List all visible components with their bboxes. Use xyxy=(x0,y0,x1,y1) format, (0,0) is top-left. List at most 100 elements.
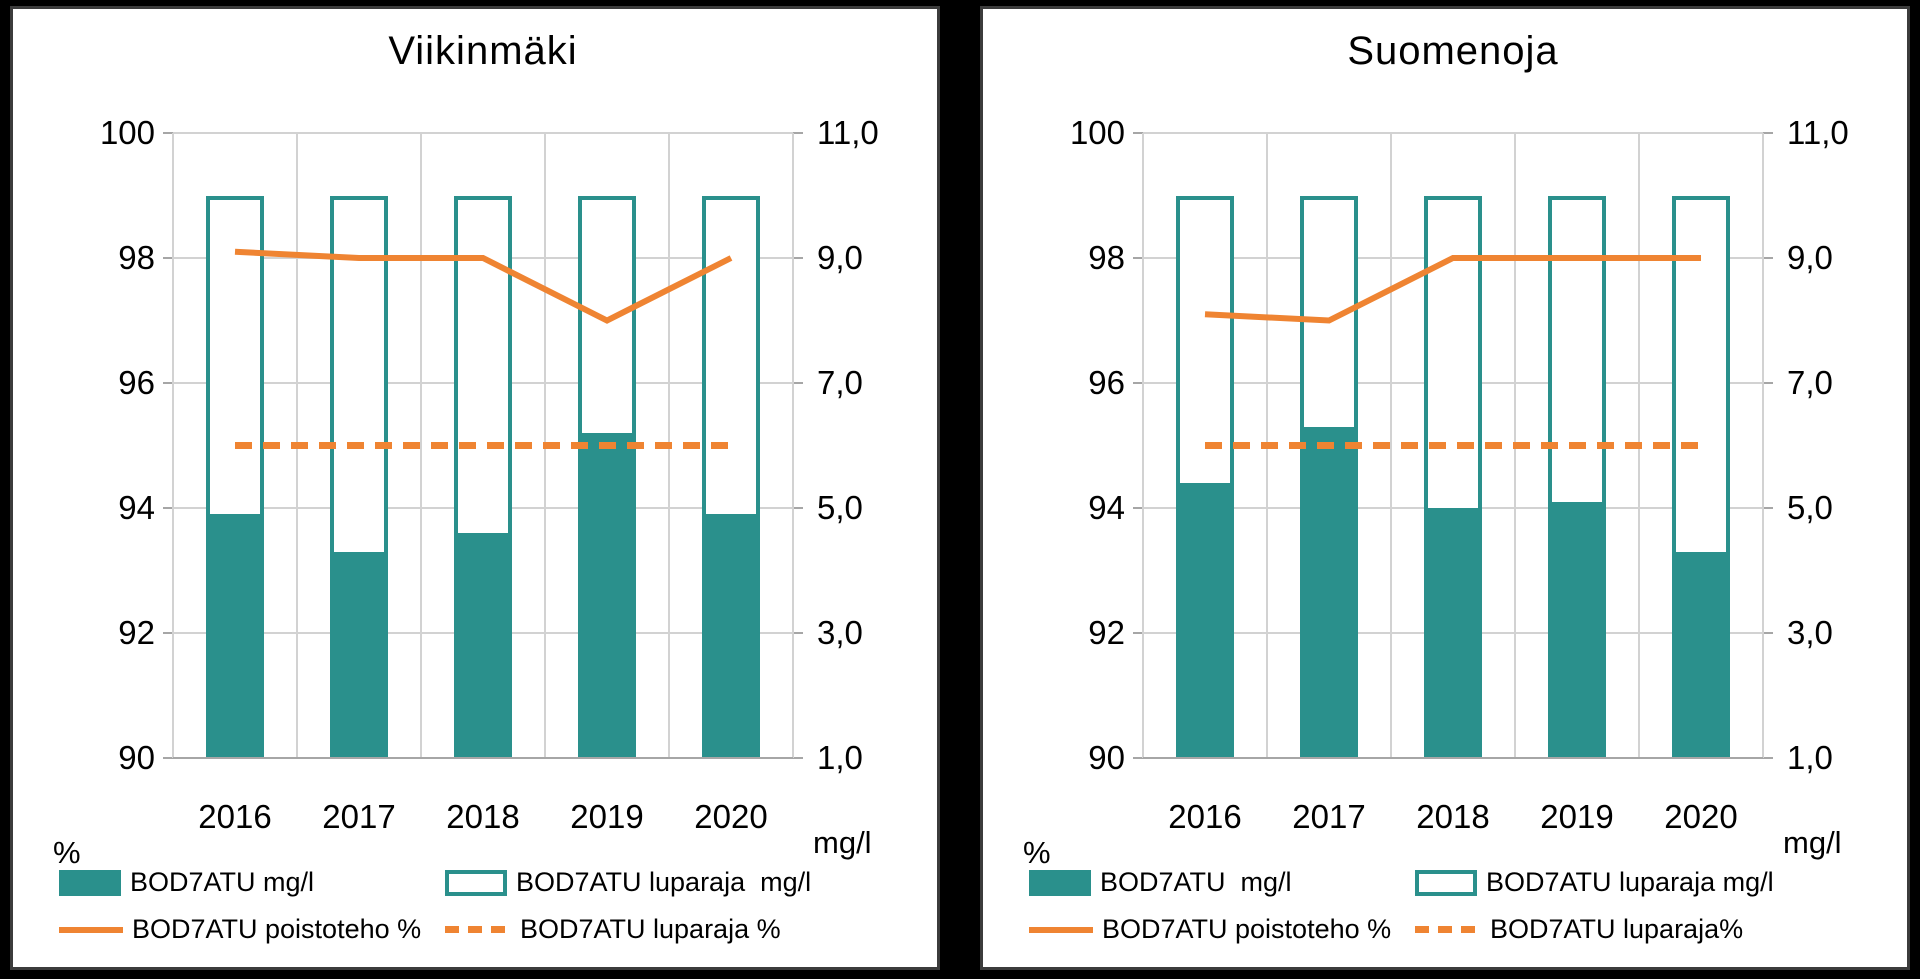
axis-tick xyxy=(793,382,803,384)
x-axis-label: 2018 xyxy=(1416,798,1490,835)
axis-tick xyxy=(1763,132,1773,134)
legend-swatch-bar-outline xyxy=(1415,869,1477,896)
line-series-layer xyxy=(1204,255,1701,449)
x-axis-line xyxy=(1143,757,1763,759)
bar-bod7atu-2019 xyxy=(578,433,636,758)
left-axis-tick-label: 90 xyxy=(1088,739,1125,776)
right-axis-tick-label: 9,0 xyxy=(1787,239,1833,276)
left-axis-tick-label: 92 xyxy=(118,614,155,651)
gridline-vertical xyxy=(1762,133,1764,758)
axis-tick xyxy=(163,132,173,134)
legend-item: BOD7ATU poistoteho % xyxy=(1029,914,1407,945)
gridline-vertical xyxy=(420,133,422,758)
left-axis-tick-label: 90 xyxy=(118,739,155,776)
axis-tick xyxy=(163,257,173,259)
right-axis-tick-label: 1,0 xyxy=(817,739,863,776)
right-axis-tick-label: 3,0 xyxy=(1787,614,1833,651)
bar-bod7atu-2016 xyxy=(1176,483,1234,758)
legend-label: BOD7ATU mg/l xyxy=(1100,867,1292,897)
legend-swatch-line-solid xyxy=(59,926,123,933)
legend-item: BOD7ATU luparaja mg/l xyxy=(1415,867,1895,898)
chart-title: Viikinmäki xyxy=(388,29,578,73)
legend-swatch-line-solid xyxy=(1029,926,1093,933)
chart-panel-suomenoja: Suomenoja % mg/l BOD7ATU mg/l BOD7ATU lup… xyxy=(980,6,1910,970)
legend-item: BOD7ATU poistoteho % xyxy=(59,914,437,945)
x-axis-label: 2017 xyxy=(322,798,396,835)
poistoteho-line xyxy=(1204,255,1701,324)
axis-tick xyxy=(1763,382,1773,384)
legend-label: BOD7ATU mg/l xyxy=(130,867,315,897)
left-axis-tick-label: 96 xyxy=(118,364,155,401)
legend-swatch-bar-filled xyxy=(1029,869,1091,896)
axis-tick xyxy=(1133,382,1143,384)
legend-item: BOD7ATU luparaja mg/l xyxy=(445,867,925,898)
axis-tick xyxy=(163,757,173,759)
left-axis-unit-label: % xyxy=(53,835,81,870)
axis-tick xyxy=(793,507,803,509)
bar-bod7atu-2018 xyxy=(454,533,512,758)
axis-tick xyxy=(1133,507,1143,509)
x-axis-label: 2017 xyxy=(1292,798,1366,835)
bar-bod7atu-2020 xyxy=(1672,551,1730,758)
left-axis-tick-label: 92 xyxy=(1088,614,1125,651)
right-axis-tick-label: 11,0 xyxy=(817,114,879,151)
bar-bod7atu-2019 xyxy=(1548,501,1606,758)
right-axis-tick-label: 9,0 xyxy=(817,239,863,276)
bar-bod7atu-2016 xyxy=(206,514,264,758)
axis-tick xyxy=(163,632,173,634)
axis-tick xyxy=(1763,632,1773,634)
x-axis-line xyxy=(173,757,793,759)
x-axis-label: 2019 xyxy=(570,798,644,835)
axis-tick xyxy=(1133,757,1143,759)
legend-label: BOD7ATU luparaja% xyxy=(1490,914,1744,944)
left-axis-tick-label: 98 xyxy=(118,239,155,276)
legend: BOD7ATU mg/l BOD7ATU luparaja mg/l BOD7ATU… xyxy=(59,867,925,945)
legend-label: BOD7ATU luparaja % xyxy=(520,914,781,944)
line-series-layer xyxy=(234,248,733,449)
right-axis-tick-label: 5,0 xyxy=(817,489,863,526)
axis-tick xyxy=(1763,757,1773,759)
axis-tick xyxy=(163,382,173,384)
legend-item: BOD7ATU mg/l xyxy=(59,867,437,898)
axis-tick xyxy=(1133,632,1143,634)
legend-item: BOD7ATU luparaja% xyxy=(1415,914,1895,945)
axis-tick xyxy=(793,257,803,259)
x-axis-label: 2020 xyxy=(1664,798,1738,835)
legend-label: BOD7ATU poistoteho % xyxy=(132,914,422,944)
plot-area xyxy=(1133,132,1773,759)
plot-area xyxy=(163,132,803,759)
x-axis-label: 2016 xyxy=(1168,798,1242,835)
left-axis-tick-label: 100 xyxy=(1069,114,1125,151)
legend-item: BOD7ATU luparaja % xyxy=(445,914,925,945)
bar-bod7atu-2018 xyxy=(1424,508,1482,758)
bar-bod7atu-2017 xyxy=(330,551,388,758)
right-axis-tick-label: 7,0 xyxy=(817,364,863,401)
right-axis-tick-label: 5,0 xyxy=(1787,489,1833,526)
chart-title: Suomenoja xyxy=(1347,29,1559,73)
axis-tick xyxy=(793,757,803,759)
left-axis-tick-label: 98 xyxy=(1088,239,1125,276)
gridline-horizontal xyxy=(1143,132,1763,134)
left-axis-unit-label: % xyxy=(1023,835,1051,870)
axis-tick xyxy=(1133,132,1143,134)
right-axis-tick-label: 1,0 xyxy=(1787,739,1833,776)
legend-swatch-bar-filled xyxy=(59,869,121,896)
chart-panel-viikinmaki: Viikinmäki % mg/l BOD7ATU mg/l BOD7ATU lu… xyxy=(10,6,940,970)
left-axis-tick-label: 96 xyxy=(1088,364,1125,401)
x-axis-label: 2018 xyxy=(446,798,520,835)
x-axis-label: 2019 xyxy=(1540,798,1614,835)
left-axis-tick-label: 100 xyxy=(99,114,155,151)
axis-tick xyxy=(1763,257,1773,259)
gridline-vertical xyxy=(1142,133,1144,758)
right-axis-unit-label: mg/l xyxy=(813,825,872,860)
right-axis-tick-label: 7,0 xyxy=(1787,364,1833,401)
legend-swatch-line-dashed xyxy=(1415,926,1481,933)
bar-bod7atu-2020 xyxy=(702,514,760,758)
axis-tick xyxy=(163,507,173,509)
legend: BOD7ATU mg/l BOD7ATU luparaja mg/l BOD7ATU… xyxy=(1029,867,1895,945)
axis-tick xyxy=(793,632,803,634)
left-axis-tick-label: 94 xyxy=(118,489,155,526)
right-axis-tick-label: 11,0 xyxy=(1787,114,1849,151)
gridline-vertical xyxy=(172,133,174,758)
